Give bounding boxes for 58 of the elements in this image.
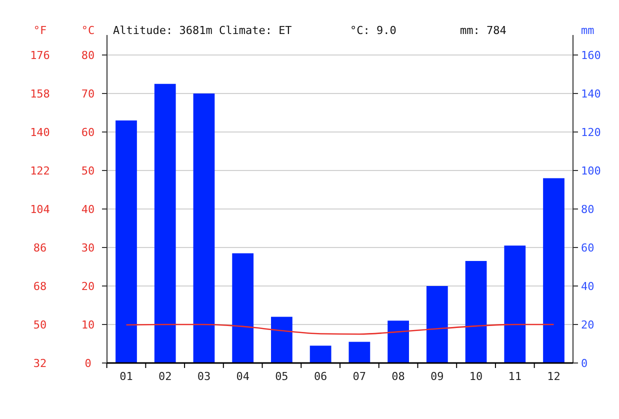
bar xyxy=(543,178,564,363)
bar xyxy=(504,246,526,363)
y-tick-label: 50 xyxy=(81,164,95,178)
y-tick-label: 80 xyxy=(81,48,95,62)
text: mm: 784 xyxy=(460,24,507,37)
y2-tick-label: 160 xyxy=(581,48,601,62)
y-tick-label: 60 xyxy=(81,126,95,139)
y2-tick-label: 20 xyxy=(581,318,594,332)
y3-tick-label: 50 xyxy=(33,318,47,332)
y2-axis-title: mm xyxy=(581,24,595,37)
y3-tick-label: 122 xyxy=(30,164,50,178)
bar xyxy=(154,84,176,363)
x-tick-label: 03 xyxy=(197,370,211,383)
x-tick-label: 09 xyxy=(430,370,444,383)
y2-tick-label: 60 xyxy=(581,241,594,254)
chart-title: Altitude: 3681m Climate: ET xyxy=(113,24,292,37)
y2-tick-label: 40 xyxy=(581,280,594,293)
y-tick-label: 0 xyxy=(84,356,92,370)
bar xyxy=(116,120,137,363)
bar xyxy=(426,286,448,363)
y3-tick-label: 140 xyxy=(30,126,50,139)
y3-tick-label: 86 xyxy=(33,241,47,254)
x-tick-label: 10 xyxy=(469,370,483,383)
y3-tick-label: 32 xyxy=(33,356,47,370)
bar xyxy=(193,94,215,363)
x-tick-label: 08 xyxy=(392,370,405,383)
y3-tick-label: 68 xyxy=(33,280,47,293)
y2-tick-label: 80 xyxy=(581,202,594,216)
bar xyxy=(388,320,409,363)
line-series xyxy=(126,324,554,335)
x-tick-label: 07 xyxy=(352,370,366,383)
y-axis-title: °C xyxy=(81,24,95,37)
y2-tick-label: 100 xyxy=(581,164,601,178)
x-tick-label: 12 xyxy=(547,370,560,383)
bar xyxy=(465,260,487,363)
y2-tick-label: 0 xyxy=(581,356,588,370)
y3-tick-label: 176 xyxy=(30,48,50,62)
y3-axis-title: °F xyxy=(33,24,47,37)
y-tick-label: 10 xyxy=(81,318,95,332)
x-tick-label: 01 xyxy=(120,370,133,383)
bar xyxy=(232,253,254,363)
bar xyxy=(310,346,332,363)
bar xyxy=(271,316,292,363)
y3-tick-label: 104 xyxy=(30,202,50,216)
x-tick-label: 06 xyxy=(314,370,328,383)
y-tick-label: 20 xyxy=(81,280,95,293)
y2-tick-label: 120 xyxy=(581,126,601,139)
y2-tick-label: 140 xyxy=(581,87,601,100)
y3-tick-label: 158 xyxy=(30,87,50,100)
x-tick-label: 11 xyxy=(508,370,522,383)
x-tick-label: 04 xyxy=(236,370,250,383)
text: °C: 9.0 xyxy=(350,24,396,37)
bar xyxy=(348,342,370,363)
y-tick-label: 40 xyxy=(81,202,95,216)
x-tick-label: 02 xyxy=(158,370,172,383)
y-tick-label: 70 xyxy=(81,87,95,100)
y-tick-label: 30 xyxy=(81,241,95,254)
x-tick-label: 05 xyxy=(275,370,288,383)
